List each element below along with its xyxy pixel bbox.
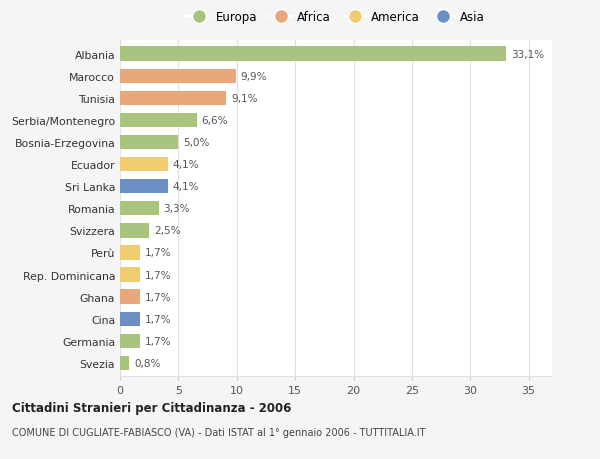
Text: 33,1%: 33,1%	[511, 50, 544, 60]
Bar	[120, 334, 140, 348]
Text: 0,8%: 0,8%	[134, 358, 160, 368]
Text: COMUNE DI CUGLIATE-FABIASCO (VA) - Dati ISTAT al 1° gennaio 2006 - TUTTITALIA.IT: COMUNE DI CUGLIATE-FABIASCO (VA) - Dati …	[12, 427, 425, 437]
Bar	[120, 312, 140, 326]
Bar	[120, 246, 140, 260]
Bar	[120, 135, 178, 150]
Bar	[120, 202, 158, 216]
Text: 1,7%: 1,7%	[145, 292, 171, 302]
Text: 2,5%: 2,5%	[154, 226, 181, 236]
Text: 1,7%: 1,7%	[145, 336, 171, 346]
Text: 1,7%: 1,7%	[145, 314, 171, 324]
Text: 4,1%: 4,1%	[173, 182, 199, 192]
Text: 9,9%: 9,9%	[240, 72, 267, 82]
Text: 6,6%: 6,6%	[202, 116, 228, 126]
Text: 9,1%: 9,1%	[231, 94, 257, 104]
Bar	[120, 356, 130, 370]
Bar	[120, 290, 140, 304]
Bar	[120, 113, 197, 128]
Text: 3,3%: 3,3%	[163, 204, 190, 214]
Bar	[120, 157, 168, 172]
Bar	[120, 224, 149, 238]
Bar	[120, 268, 140, 282]
Bar	[120, 91, 226, 106]
Text: 5,0%: 5,0%	[183, 138, 209, 148]
Bar	[120, 47, 506, 62]
Text: 1,7%: 1,7%	[145, 248, 171, 258]
Legend: Europa, Africa, America, Asia: Europa, Africa, America, Asia	[185, 9, 487, 26]
Bar	[120, 69, 236, 84]
Bar	[120, 179, 168, 194]
Text: 1,7%: 1,7%	[145, 270, 171, 280]
Text: Cittadini Stranieri per Cittadinanza - 2006: Cittadini Stranieri per Cittadinanza - 2…	[12, 401, 292, 414]
Text: 4,1%: 4,1%	[173, 160, 199, 170]
